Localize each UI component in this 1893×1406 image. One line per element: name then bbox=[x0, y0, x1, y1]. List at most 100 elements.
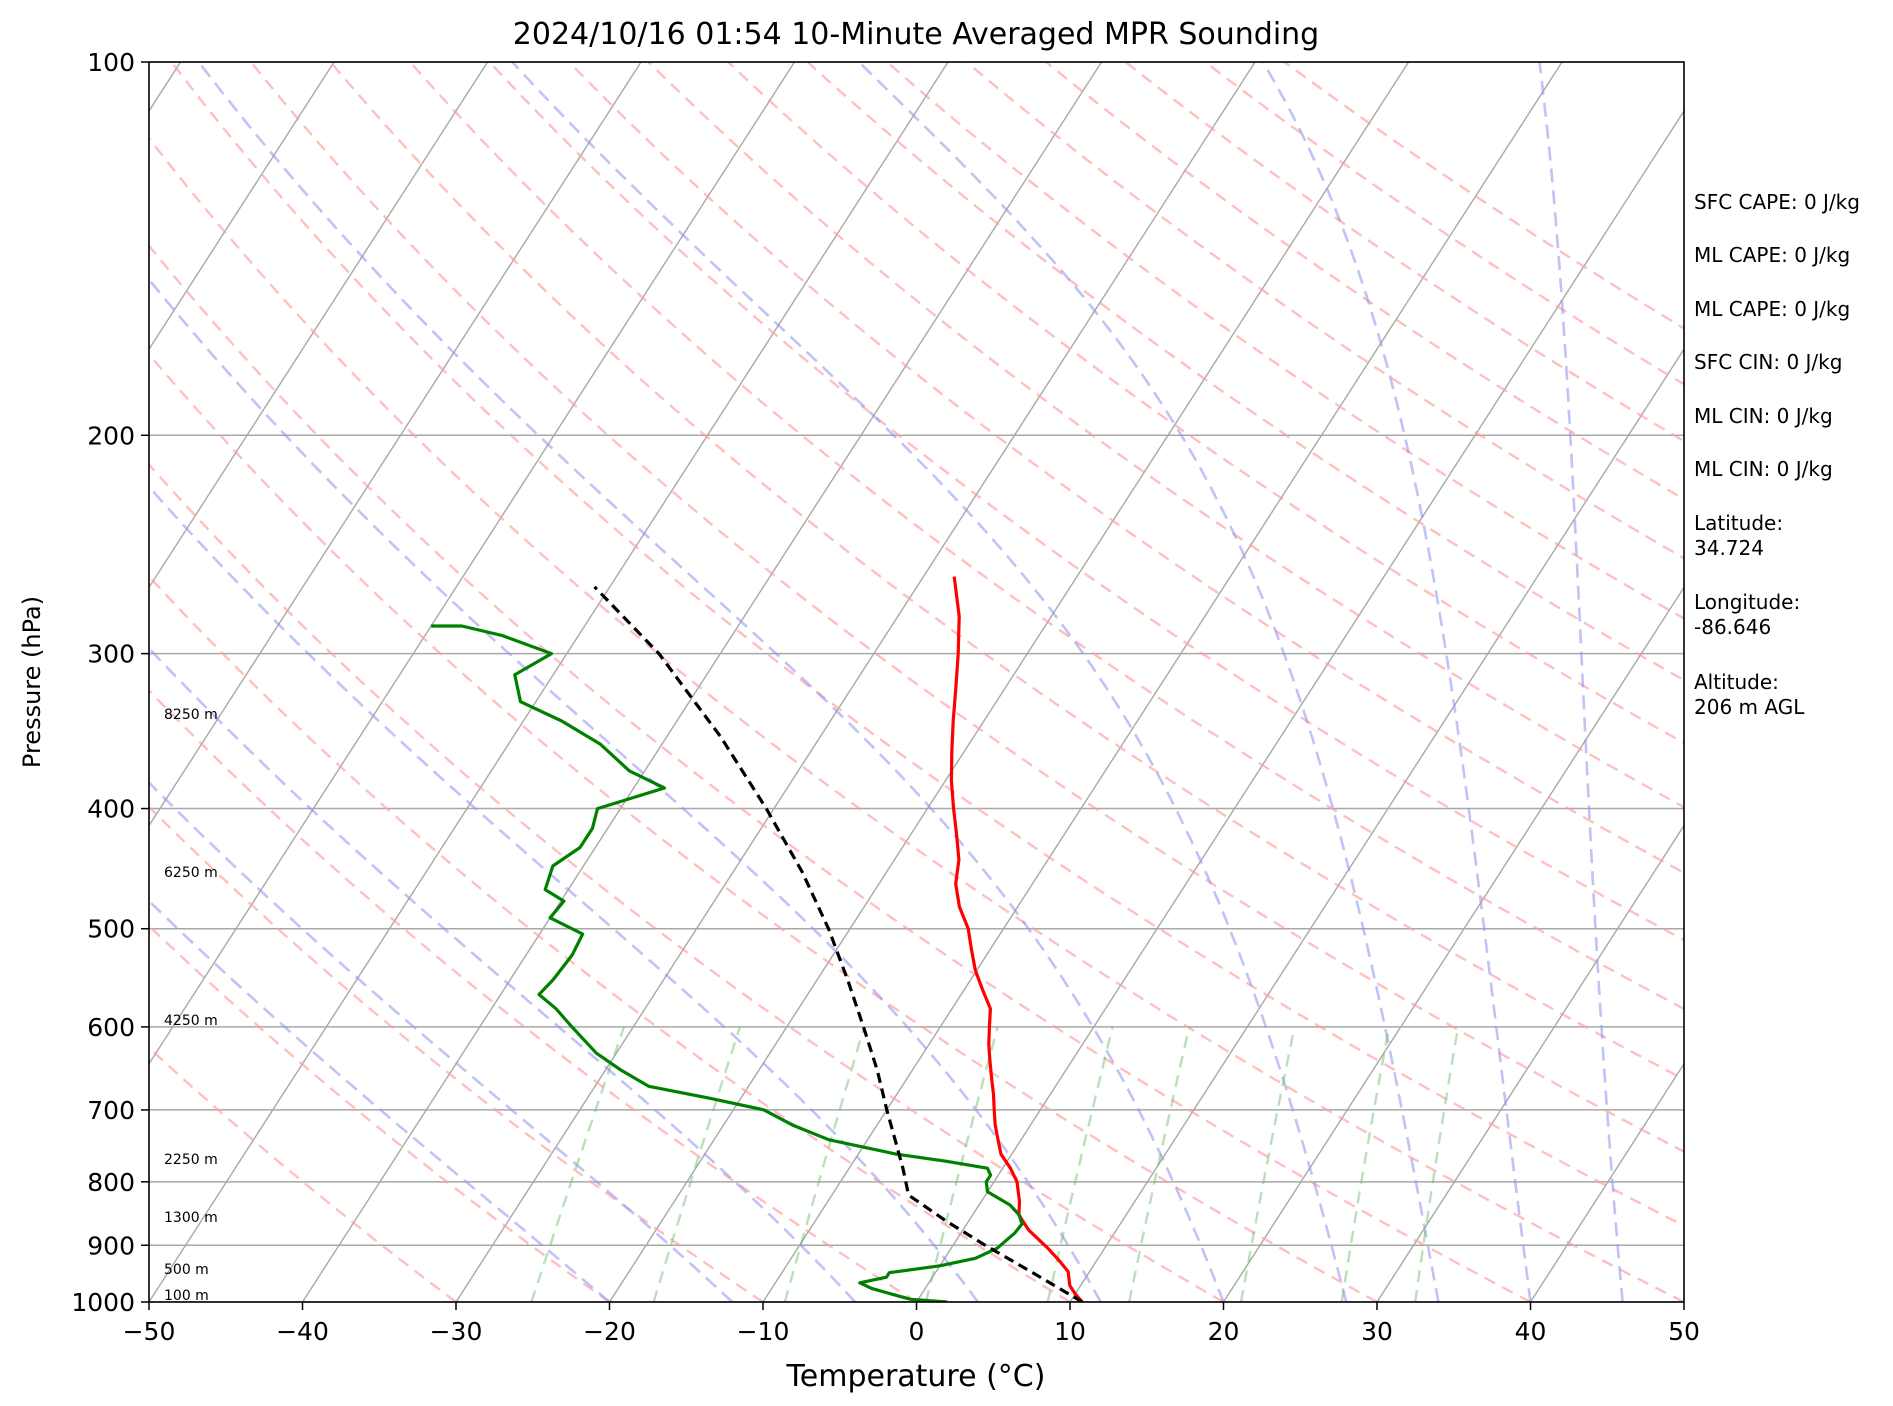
x-tick-label: −30 bbox=[430, 1317, 483, 1346]
altitude-text: Altitude: 206 m AGL bbox=[1694, 670, 1805, 719]
y-tick-label: 400 bbox=[87, 795, 135, 824]
x-tick-label: 0 bbox=[909, 1317, 925, 1346]
isotherm-line bbox=[762, 62, 1563, 1302]
x-axis-label: Temperature (°C) bbox=[786, 1359, 1046, 1394]
latitude-text: Latitude: 34.724 bbox=[1694, 511, 1784, 560]
height-label: 6250 m bbox=[164, 865, 218, 881]
x-tick-label: −40 bbox=[276, 1317, 329, 1346]
mixing-ratio-line bbox=[652, 1026, 742, 1302]
moist-adiabat bbox=[1538, 62, 1624, 1302]
plot-frame bbox=[148, 61, 1685, 1303]
isotherm-line bbox=[1069, 347, 1684, 1302]
dry-adiabat bbox=[409, 62, 1684, 1011]
dry-adiabat bbox=[149, 924, 611, 1302]
isotherm-line bbox=[1222, 586, 1684, 1302]
isotherm-line bbox=[149, 62, 642, 827]
mixing-ratio-line bbox=[1239, 1026, 1296, 1302]
longitude-text: Longitude: -86.646 bbox=[1694, 590, 1801, 639]
x-tick-label: 20 bbox=[1208, 1317, 1240, 1346]
dry-adiabat bbox=[170, 62, 1684, 1228]
isotherm-line bbox=[915, 109, 1684, 1302]
height-label: 500 m bbox=[164, 1262, 209, 1278]
x-tick-label: 50 bbox=[1668, 1317, 1700, 1346]
dry-adiabat bbox=[149, 574, 1071, 1302]
x-tick-label: 40 bbox=[1515, 1317, 1547, 1346]
dry-adiabat bbox=[727, 62, 1684, 745]
moist-adiabat bbox=[149, 277, 1102, 1302]
mixing-ratio-line bbox=[1128, 1026, 1191, 1302]
isotherm-line bbox=[455, 62, 1256, 1302]
dry-adiabat bbox=[149, 243, 1532, 1302]
y-tick-label: 700 bbox=[87, 1096, 135, 1125]
mixing-ratio-line bbox=[783, 1026, 866, 1302]
isotherm-line bbox=[301, 62, 1103, 1302]
moist-adiabat bbox=[1261, 62, 1532, 1302]
parcel-line bbox=[593, 585, 1084, 1302]
mixing-ratio-line bbox=[1046, 1026, 1114, 1302]
x-tick-label: 30 bbox=[1361, 1317, 1393, 1346]
dry-adiabat bbox=[806, 62, 1684, 682]
y-tick-label: 1000 bbox=[71, 1288, 135, 1317]
moist-adiabat bbox=[149, 899, 611, 1302]
chart-title: 2024/10/16 01:54 10-Minute Averaged MPR … bbox=[513, 17, 1319, 52]
ml-cin-text-2: ML CIN: 0 J/kg bbox=[1694, 457, 1833, 481]
moist-adiabat bbox=[511, 62, 1348, 1302]
y-tick-label: 100 bbox=[87, 48, 135, 77]
height-label: 1300 m bbox=[164, 1210, 218, 1226]
dry-adiabat bbox=[488, 62, 1684, 942]
ml-cin-text-1: ML CIN: 0 J/kg bbox=[1694, 404, 1833, 428]
isotherm-line bbox=[149, 62, 489, 589]
dry-adiabat bbox=[886, 62, 1684, 620]
dry-adiabat bbox=[149, 352, 1378, 1302]
isotherm-line bbox=[608, 62, 1410, 1302]
moist-adiabat bbox=[197, 62, 1225, 1302]
dry-adiabat bbox=[149, 1046, 457, 1302]
dry-adiabat bbox=[1124, 62, 1684, 443]
dry-adiabat bbox=[149, 136, 1684, 1302]
dewpoint-line bbox=[431, 624, 1024, 1302]
mixing-ratio-line bbox=[924, 1026, 999, 1302]
dry-adiabat bbox=[1204, 62, 1684, 386]
isotherm-line bbox=[1529, 1062, 1684, 1302]
dry-adiabat bbox=[149, 462, 1225, 1302]
height-label: 2250 m bbox=[164, 1152, 218, 1168]
dry-adiabat bbox=[250, 62, 1684, 1153]
x-tick-label: −50 bbox=[123, 1317, 176, 1346]
dry-adiabat bbox=[329, 62, 1684, 1081]
x-tick-label: 10 bbox=[1054, 1317, 1086, 1346]
moist-adiabat bbox=[149, 780, 734, 1302]
isotherm-line bbox=[149, 62, 796, 1066]
grid-layer bbox=[149, 62, 1684, 1302]
x-tick-label: −10 bbox=[737, 1317, 790, 1346]
y-tick-label: 500 bbox=[87, 915, 135, 944]
dry-adiabat bbox=[1045, 62, 1684, 501]
ml-cape-text-1: ML CAPE: 0 J/kg bbox=[1694, 243, 1851, 267]
dry-adiabat bbox=[965, 62, 1684, 560]
moist-adiabat bbox=[857, 62, 1440, 1302]
y-tick-label: 900 bbox=[87, 1231, 135, 1260]
dry-adiabat bbox=[149, 688, 918, 1302]
moist-adiabat bbox=[149, 484, 979, 1302]
y-tick-label: 200 bbox=[87, 421, 135, 450]
y-tick-label: 600 bbox=[87, 1013, 135, 1042]
temperature-line bbox=[949, 576, 1084, 1302]
y-tick-label: 300 bbox=[87, 640, 135, 669]
x-tick-label: −20 bbox=[583, 1317, 636, 1346]
height-label: 8250 m bbox=[164, 707, 218, 723]
sfc-cape-text: SFC CAPE: 0 J/kg bbox=[1694, 190, 1860, 214]
y-axis-label: Pressure (hPa) bbox=[18, 596, 46, 768]
moist-adiabat bbox=[149, 646, 857, 1302]
mixing-ratio-line bbox=[1340, 1026, 1391, 1302]
isotherm-line bbox=[149, 62, 949, 1302]
isotherm-line bbox=[1376, 824, 1684, 1302]
ml-cape-text-2: ML CAPE: 0 J/kg bbox=[1694, 297, 1851, 321]
height-labels: 100 m 500 m 1300 m 2250 m 4250 m 6250 m 8250 m bbox=[164, 707, 218, 1304]
y-tick-label: 800 bbox=[87, 1168, 135, 1197]
sfc-cin-text: SFC CIN: 0 J/kg bbox=[1694, 350, 1843, 374]
height-label: 4250 m bbox=[164, 1013, 218, 1029]
mixing-ratio-line bbox=[530, 1026, 626, 1302]
mixing-ratio-line bbox=[1414, 1026, 1460, 1302]
isotherm-line bbox=[149, 62, 335, 351]
